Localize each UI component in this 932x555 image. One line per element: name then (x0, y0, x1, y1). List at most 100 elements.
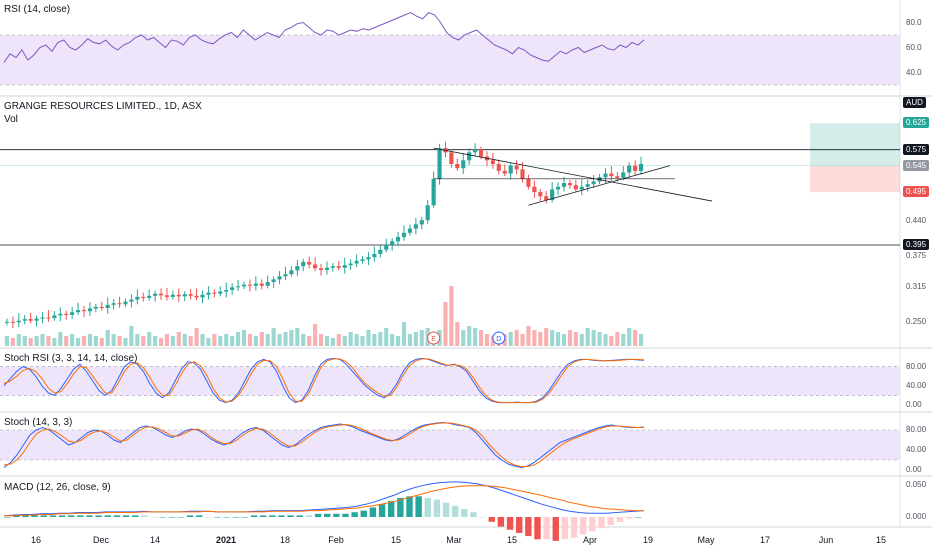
candle-body (378, 249, 383, 254)
volume-bar (46, 336, 51, 346)
price-tick: 0.440 (906, 216, 927, 226)
volume-bar (579, 334, 584, 346)
macd-histogram-bar (598, 517, 605, 529)
volume-bar (182, 334, 187, 346)
x-tick: 15 (390, 535, 402, 545)
stoch-tick: 0.00 (906, 465, 922, 474)
candle-body (348, 263, 353, 266)
volume-bar (342, 336, 347, 346)
macd-histogram-bar (159, 517, 166, 518)
chart-subtitle: Vol (4, 114, 18, 125)
volume-bar (384, 328, 389, 346)
macd-histogram-bar (4, 517, 11, 518)
volume-bar (538, 332, 543, 346)
candle-body (206, 292, 211, 295)
volume-bar (550, 330, 555, 346)
macd-histogram-bar (580, 517, 587, 535)
x-tick: Dec (92, 535, 110, 545)
volume-bar (123, 338, 128, 346)
volume-bar (520, 334, 525, 346)
macd-histogram-bar (415, 496, 422, 517)
candle-body (455, 164, 460, 169)
candle-body (354, 260, 359, 264)
volume-bar (378, 332, 383, 346)
macd-histogram-bar (479, 517, 486, 518)
candle-body (147, 295, 152, 298)
candle-body (295, 266, 300, 271)
macd-histogram-bar (607, 517, 614, 525)
volume-bar (253, 336, 258, 346)
macd-histogram-bar (333, 513, 340, 517)
volume-bar (360, 336, 365, 346)
rsi-band (0, 35, 900, 85)
stoch-d-line (3, 422, 644, 467)
signal-line (4, 485, 644, 517)
trendline-upper (433, 147, 713, 202)
x-tick: Jun (818, 535, 834, 545)
macd-histogram-bar (552, 517, 559, 541)
candle-body (638, 164, 644, 171)
volume-bar (76, 338, 81, 346)
candle-body (230, 287, 235, 290)
candle-body (188, 294, 193, 296)
macd-histogram-bar (561, 517, 569, 540)
x-tick: Feb (328, 535, 344, 545)
stoch-tick: 40.00 (906, 445, 927, 454)
candle-body (16, 320, 21, 323)
volume-bar (573, 332, 578, 346)
volume-bar (224, 334, 229, 346)
macd-histogram-bar (534, 517, 541, 540)
trendline-lower (528, 165, 671, 206)
candle-body (28, 319, 33, 321)
candle-body (200, 294, 205, 298)
macd-histogram-bar (296, 515, 303, 517)
volume-bar (176, 332, 181, 346)
rsi-label: RSI (14, close) (4, 4, 71, 15)
volume-bar (259, 332, 264, 346)
macd-histogram-bar (570, 517, 578, 538)
macd-line (3, 481, 645, 517)
candle-body (105, 304, 110, 308)
candle-body (567, 183, 572, 186)
macd-histogram-bar (324, 513, 331, 517)
currency-tag[interactable]: AUD (903, 97, 926, 108)
volume-bar (484, 334, 490, 346)
candle-body (277, 276, 282, 280)
volume-bar (22, 336, 27, 346)
macd-histogram-bar (543, 517, 550, 540)
macd-histogram-bar (86, 515, 93, 517)
candle-body (87, 308, 92, 312)
candle-body (241, 284, 247, 287)
x-tick: 2021 (215, 535, 237, 545)
macd-histogram-bar (168, 517, 175, 518)
candle-body (324, 267, 330, 270)
volume-bar (401, 322, 407, 346)
macd-histogram-bar (31, 515, 38, 517)
macd-histogram-bar (68, 515, 75, 517)
candle-body (621, 172, 626, 178)
candle-body (176, 294, 181, 297)
macd-histogram-bar (58, 515, 66, 517)
macd-histogram-bar (40, 515, 47, 517)
candle-body (615, 176, 620, 178)
macd-histogram-bar (314, 513, 322, 517)
candle-body (550, 189, 555, 200)
volume-bar (324, 336, 330, 346)
macd-histogram-bar (95, 515, 102, 517)
price-tick: 0.250 (906, 316, 927, 326)
candle-body (40, 317, 45, 319)
volume-bar (64, 336, 69, 346)
macd-histogram-bar (196, 515, 203, 517)
event-marker-label: D (496, 336, 501, 343)
volume-bar (218, 336, 223, 346)
macd-histogram-bar (241, 517, 249, 518)
macd-histogram-bar (488, 517, 495, 522)
candle-body (253, 283, 258, 286)
candle-body (573, 185, 578, 190)
volume-bar (561, 334, 567, 346)
x-tick: Apr (582, 535, 598, 545)
candle-body (330, 266, 335, 268)
stoch_rsi-band (0, 366, 900, 396)
macd-histogram-bar (113, 515, 121, 517)
